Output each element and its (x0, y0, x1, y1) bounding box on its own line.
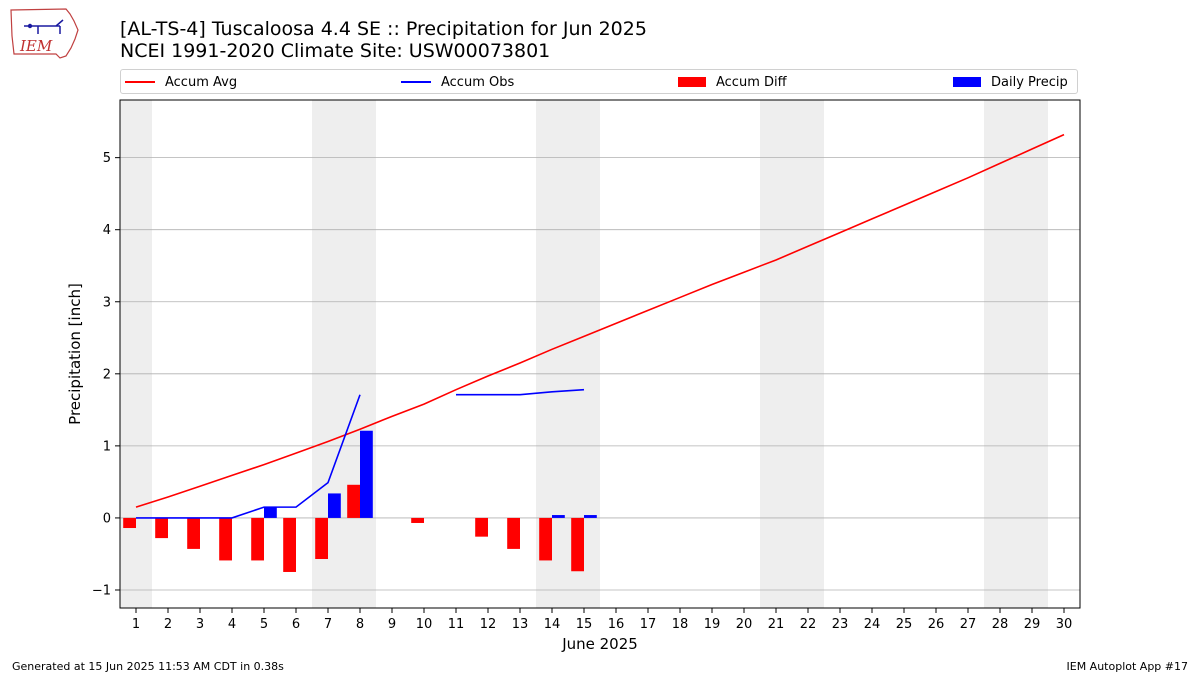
x-tick-label: 24 (864, 617, 881, 632)
x-tick-label: 16 (608, 617, 625, 632)
logo-text: IEM (19, 37, 53, 55)
legend-label-accum-avg: Accum Avg (165, 74, 238, 90)
daily-precip-bar-day-15 (584, 515, 597, 518)
legend-label-accum-obs: Accum Obs (441, 74, 515, 90)
x-tick-label: 17 (640, 617, 657, 632)
weekend-band-day-28 (984, 100, 1016, 608)
legend-swatch-daily-precip (953, 77, 981, 87)
x-tick-label: 12 (480, 617, 497, 632)
accum-diff-bar-day-8 (347, 484, 360, 518)
accum-diff-bar-day-1 (123, 517, 136, 529)
accum-diff-bar-day-7 (315, 517, 328, 560)
legend-item-accum-diff: Accum Diff (678, 73, 787, 91)
x-tick-label: 19 (704, 617, 721, 632)
x-tick-label: 6 (292, 617, 300, 632)
x-tick-label: 30 (1056, 617, 1073, 632)
x-tick-label: 22 (800, 617, 817, 632)
title-line-1: [AL-TS-4] Tuscaloosa 4.4 SE :: Precipita… (120, 18, 647, 40)
legend-swatch-accum-obs (401, 81, 431, 83)
weekend-band-day-1 (120, 100, 152, 608)
accum-diff-bar-day-14 (539, 517, 552, 561)
legend-swatch-accum-avg (125, 81, 155, 83)
accum-diff-bar-day-2 (155, 517, 168, 539)
x-tick-label: 15 (576, 617, 593, 632)
bars-layer (123, 430, 597, 572)
legend-label-daily-precip: Daily Precip (991, 74, 1068, 90)
title-line-2: NCEI 1991-2020 Climate Site: USW00073801 (120, 40, 551, 62)
y-tick-label: 1 (103, 439, 111, 454)
weekend-band-day-29 (1016, 100, 1048, 608)
legend-item-accum-obs: Accum Obs (401, 73, 514, 91)
x-tick-label: 9 (388, 617, 396, 632)
y-tick-label: 4 (103, 223, 111, 238)
plot-frame (119, 99, 1081, 609)
y-axis-label: Precipitation [inch] (66, 283, 84, 425)
x-tick-label: 26 (928, 617, 945, 632)
accum-diff-bar-day-12 (475, 517, 488, 537)
legend: Accum Avg Accum Obs Accum Diff Daily Pre… (120, 69, 1078, 94)
accum-obs-line-segment-1 (136, 394, 361, 519)
accum-diff-bar-day-4 (219, 517, 232, 561)
gridlines-layer (120, 157, 1080, 591)
x-tick-label: 13 (512, 617, 529, 632)
x-tick-label: 28 (992, 617, 1009, 632)
x-tick-label: 7 (324, 617, 332, 632)
x-tick-label: 18 (672, 617, 689, 632)
y-tick-label: 5 (103, 151, 111, 166)
y-tick-label: −1 (92, 583, 111, 598)
x-tick-label: 5 (260, 617, 268, 632)
accum-obs-line-segment-2 (456, 388, 585, 396)
x-tick-label: 11 (448, 617, 465, 632)
x-axis-label: June 2025 (561, 635, 638, 653)
x-tick-label: 20 (736, 617, 753, 632)
x-tick-label: 21 (768, 617, 785, 632)
y-tick-label: 2 (103, 367, 111, 382)
x-tick-label: 2 (164, 617, 172, 632)
wind-vane-icon (24, 19, 64, 34)
chart-title: [AL-TS-4] Tuscaloosa 4.4 SE :: Precipita… (120, 18, 647, 62)
daily-precip-bar-day-5 (264, 507, 277, 518)
weekend-shading-layer (120, 100, 1048, 608)
legend-swatch-accum-diff (678, 77, 706, 87)
weekend-band-day-22 (792, 100, 824, 608)
daily-precip-bar-day-7 (328, 493, 341, 518)
x-tick-label: 29 (1024, 617, 1041, 632)
x-tick-label: 25 (896, 617, 913, 632)
accum-diff-bar-day-13 (507, 517, 520, 549)
x-tick-label: 27 (960, 617, 977, 632)
app-credit: IEM Autoplot App #17 (1066, 660, 1189, 673)
weather-station-dot-icon (27, 23, 33, 29)
x-tick-label: 10 (416, 617, 433, 632)
x-tick-label: 14 (544, 617, 561, 632)
generated-timestamp: Generated at 15 Jun 2025 11:53 AM CDT in… (12, 660, 284, 673)
x-tick-label: 3 (196, 617, 204, 632)
legend-item-accum-avg: Accum Avg (125, 73, 237, 91)
iem-logo: IEM (10, 8, 79, 59)
legend-item-daily-precip: Daily Precip (953, 73, 1068, 91)
accum-diff-bar-day-15 (571, 517, 584, 572)
daily-precip-bar-day-14 (552, 515, 565, 518)
x-tick-label: 4 (228, 617, 236, 632)
x-tick-label: 23 (832, 617, 849, 632)
accum-avg-line (135, 133, 1065, 508)
weekend-band-day-8 (344, 100, 376, 608)
accum-diff-bar-day-10 (411, 517, 424, 523)
accum-diff-bar-day-5 (251, 517, 264, 561)
daily-precip-bar-day-8 (360, 430, 373, 518)
y-tick-label: 3 (103, 295, 111, 310)
y-tick-label: 0 (103, 511, 111, 526)
accum-diff-bar-day-3 (187, 517, 200, 549)
accum-diff-bar-day-6 (283, 517, 296, 572)
x-tick-label: 1 (132, 617, 140, 632)
x-tick-label: 8 (356, 617, 364, 632)
lines-layer (135, 133, 1065, 519)
legend-label-accum-diff: Accum Diff (716, 74, 787, 90)
weekend-band-day-21 (760, 100, 792, 608)
